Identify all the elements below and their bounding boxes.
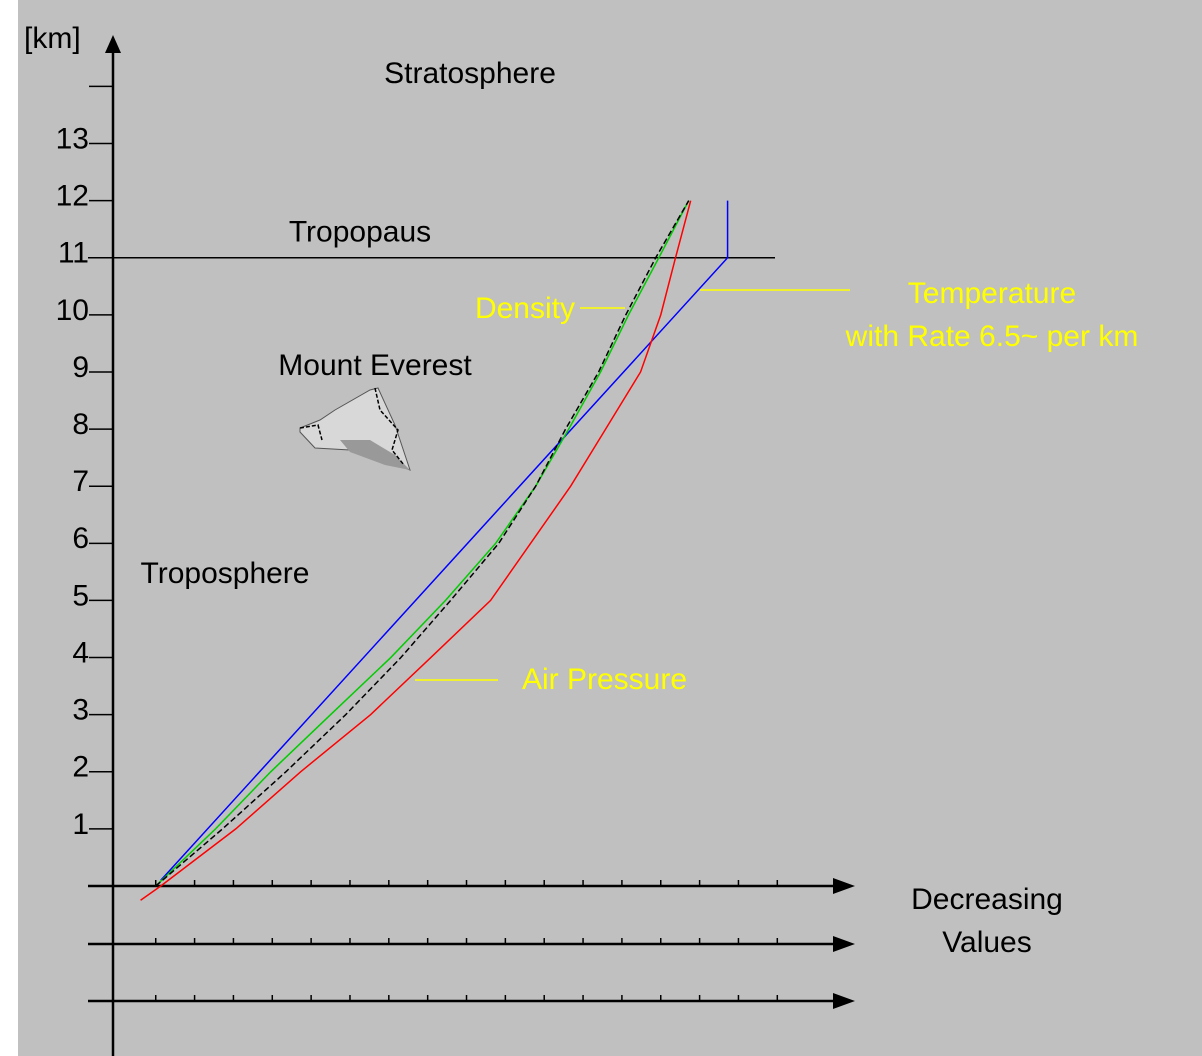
tropopause-label: Tropopaus — [289, 216, 431, 249]
y-tick-label: 5 — [72, 579, 89, 612]
annotation: Stratosphere — [384, 57, 556, 90]
y-tick-label: 6 — [72, 522, 89, 555]
y-tick-label: 4 — [72, 636, 89, 669]
legend-label: with Rate 6.5~ per km — [845, 320, 1139, 353]
annotation: Troposphere — [141, 557, 310, 590]
chart: [km]12345678910111213DecreasingValuesTro… — [0, 0, 1202, 1056]
x-axis-label: Decreasing — [911, 883, 1063, 916]
x-axis-label: Values — [942, 926, 1032, 959]
y-tick-label: 1 — [72, 808, 89, 841]
y-axis-label: [km] — [24, 22, 81, 55]
y-tick-label: 3 — [72, 694, 89, 727]
annotation: Mount Everest — [278, 349, 472, 382]
legend-label: Air Pressure — [522, 663, 687, 696]
y-tick-label: 2 — [72, 751, 89, 784]
y-tick-label: 10 — [56, 294, 89, 327]
legend-label: Density — [475, 292, 575, 325]
y-tick-label: 9 — [72, 351, 89, 384]
y-tick-label: 13 — [56, 122, 89, 155]
legend-label: Temperature — [908, 277, 1076, 310]
y-tick-label: 7 — [72, 465, 89, 498]
y-tick-label: 8 — [72, 408, 89, 441]
y-tick-label: 11 — [58, 237, 89, 270]
y-tick-label: 12 — [56, 180, 89, 213]
